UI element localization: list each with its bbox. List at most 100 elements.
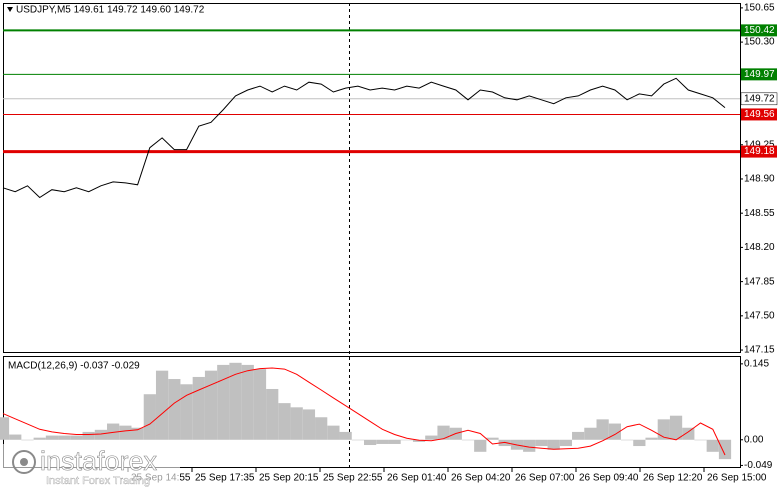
macd-bar bbox=[535, 439, 548, 447]
y-tick-label: 150.30 bbox=[744, 37, 775, 48]
x-tick-label: 25 Sep 17:35 bbox=[195, 473, 255, 484]
macd-bar bbox=[192, 376, 205, 440]
x-tick-label: 25 Sep 20:15 bbox=[259, 473, 319, 484]
macd-bar bbox=[131, 427, 144, 440]
x-tick-label: 25 Sep 22:55 bbox=[323, 473, 383, 484]
price-line bbox=[2, 77, 726, 199]
macd-bar bbox=[682, 427, 695, 440]
level-label: 149.18 bbox=[744, 146, 775, 157]
macd-bar bbox=[706, 439, 719, 452]
macd-bar bbox=[278, 403, 291, 440]
macd-bar bbox=[388, 439, 401, 444]
y-tick-label: 148.90 bbox=[744, 174, 775, 185]
price-chart-title: USDJPY,M5 149.61 149.72 149.60 149.72 bbox=[16, 5, 205, 16]
x-tick-label: 26 Sep 04:20 bbox=[451, 473, 511, 484]
plot-layer: 150.65 150.30 149.25 148.90 148.55 148.20 147.… bbox=[0, 3, 778, 484]
y-tick-label: 148.20 bbox=[744, 242, 775, 253]
watermark-tagline: Instant Forex Trading bbox=[46, 475, 150, 487]
x-tick-label: 26 Sep 15:00 bbox=[707, 473, 767, 484]
y-tick-label: 147.15 bbox=[744, 345, 775, 356]
watermark: instaforex Instant Forex Trading bbox=[0, 444, 180, 489]
macd-bar bbox=[229, 362, 242, 440]
macd-bar bbox=[584, 427, 597, 440]
macd-bar bbox=[58, 435, 71, 440]
level-label-bg bbox=[741, 145, 777, 158]
macd-bar bbox=[180, 384, 193, 440]
macd-bar bbox=[572, 431, 585, 440]
macd-bar bbox=[400, 439, 413, 441]
macd-bar bbox=[486, 437, 499, 440]
symbol-menu-icon[interactable] bbox=[7, 7, 13, 12]
y-tick-label: 147.85 bbox=[744, 276, 775, 287]
macd-bar bbox=[474, 439, 487, 452]
macd-bar bbox=[0, 417, 10, 440]
macd-bar bbox=[412, 439, 426, 442]
macd-bar bbox=[266, 388, 279, 440]
macd-bar bbox=[119, 425, 132, 440]
macd-bar bbox=[94, 429, 108, 440]
level-label: 150.42 bbox=[744, 25, 775, 36]
macd-bar bbox=[33, 437, 46, 440]
macd-bar bbox=[633, 439, 646, 447]
macd-bar bbox=[290, 407, 303, 440]
macd-bar bbox=[253, 369, 267, 440]
macd-bar bbox=[168, 379, 181, 440]
macd-bar bbox=[461, 439, 475, 441]
watermark-brand: instaforex bbox=[40, 446, 158, 476]
y-tick-label: 0.145 bbox=[744, 358, 769, 369]
macd-bar bbox=[425, 435, 438, 440]
macd-bar bbox=[143, 394, 156, 440]
macd-bar bbox=[21, 439, 34, 441]
y-tick-label: 149.25 bbox=[744, 139, 775, 150]
macd-bar bbox=[351, 439, 364, 441]
macd-bar bbox=[9, 434, 22, 440]
watermark-logo bbox=[12, 450, 36, 474]
macd-bar bbox=[315, 417, 328, 440]
x-tick-label: 26 Sep 12:20 bbox=[643, 473, 703, 484]
watermark-logo-core bbox=[20, 458, 28, 466]
level-label: 149.56 bbox=[744, 109, 775, 120]
macd-bar bbox=[217, 364, 230, 440]
macd-bar bbox=[437, 425, 450, 440]
level-label: 149.97 bbox=[744, 69, 775, 80]
current-price-label-bg bbox=[740, 92, 778, 106]
signal-line bbox=[2, 367, 726, 456]
macd-bar bbox=[302, 409, 316, 440]
macd-bar bbox=[82, 431, 95, 440]
y-tick-label: 148.55 bbox=[744, 208, 775, 219]
macd-bar bbox=[657, 419, 670, 440]
y-tick-label: -0.049 bbox=[744, 460, 773, 471]
current-price-label: 149.72 bbox=[744, 93, 775, 104]
macd-bar bbox=[376, 439, 389, 444]
macd-bar bbox=[45, 435, 59, 440]
x-tick-label: 26 Sep 01:40 bbox=[387, 473, 447, 484]
macd-bar bbox=[596, 419, 609, 440]
macd-bar bbox=[559, 439, 573, 447]
macd-bar bbox=[694, 439, 707, 441]
macd-bar bbox=[204, 370, 218, 440]
macd-bar bbox=[241, 364, 254, 440]
level-label-bg bbox=[741, 108, 777, 121]
macd-bar bbox=[364, 439, 377, 446]
macd-bar bbox=[155, 370, 169, 440]
macd-bar bbox=[547, 439, 560, 450]
watermark-bg bbox=[0, 444, 180, 489]
macd-bar bbox=[669, 415, 683, 440]
level-label-bg bbox=[741, 68, 777, 81]
x-tick-label: 26 Sep 09:40 bbox=[579, 473, 639, 484]
macd-bar bbox=[718, 439, 732, 460]
macd-bar bbox=[523, 439, 536, 452]
macd-bar bbox=[645, 437, 658, 440]
macd-bar bbox=[107, 423, 120, 440]
macd-bar bbox=[327, 425, 340, 440]
macd-bar bbox=[620, 439, 634, 441]
macd-title: MACD(12,26,9) -0.037 -0.029 bbox=[8, 361, 140, 372]
macd-bar bbox=[70, 435, 83, 440]
macd-bar bbox=[339, 431, 352, 440]
y-tick-label: 150.65 bbox=[744, 3, 775, 14]
price-panel-frame bbox=[3, 3, 741, 353]
x-tick-label: 26 Sep 07:00 bbox=[515, 473, 575, 484]
